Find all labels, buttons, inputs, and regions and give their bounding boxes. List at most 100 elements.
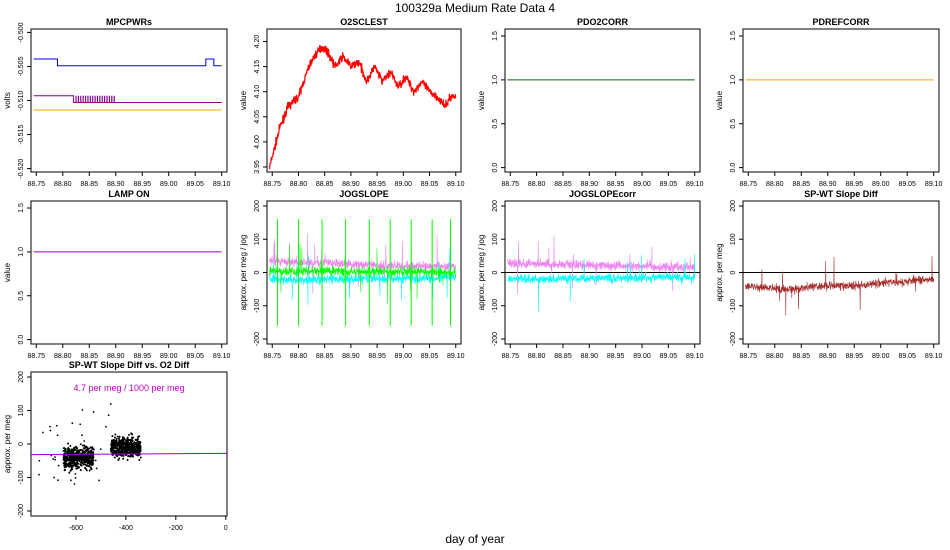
x-tick-label: 89.00 <box>160 181 178 188</box>
scatter-point <box>90 467 93 470</box>
scatter-point <box>134 443 137 446</box>
scatter-point <box>130 445 133 448</box>
scatter-point <box>124 450 127 453</box>
scatter-point <box>79 423 82 426</box>
x-tick-label: 88.95 <box>368 353 386 360</box>
scatter-point <box>131 449 134 452</box>
scatter-point <box>68 458 71 461</box>
scatter-point <box>89 455 92 458</box>
scatter-point <box>73 457 76 460</box>
y-tick-label: 1.5 <box>18 203 25 213</box>
x-tick-label: 89.10 <box>686 181 704 188</box>
y-tick-label: -0.500 <box>18 22 25 42</box>
panel-title: JOGSLOPEcorr <box>569 189 637 199</box>
scatter-point <box>122 443 125 446</box>
plot-area <box>269 219 457 326</box>
scatter-point <box>55 424 58 427</box>
scatter-point <box>117 443 120 446</box>
series-line-o2 <box>269 44 457 170</box>
y-tick-label: 100 <box>254 233 261 245</box>
x-tick-label: 89.05 <box>898 353 916 360</box>
page-title: 100329a Medium Rate Data 4 <box>395 1 555 15</box>
scatter-point <box>73 483 76 485</box>
y-tick-label: -200 <box>254 332 261 346</box>
y-tick-label: 1.0 <box>492 75 499 85</box>
x-tick-label: -400 <box>119 525 133 532</box>
scatter-point <box>56 434 59 437</box>
scatter-point <box>64 462 67 465</box>
y-tick-label: 0 <box>254 270 261 274</box>
plot-frame <box>30 200 228 345</box>
scatter-point <box>132 443 135 446</box>
y-tick-label: 200 <box>730 200 737 212</box>
panel-title: PDO2CORR <box>577 17 629 27</box>
scatter-point <box>131 433 134 436</box>
scatter-point <box>122 454 125 457</box>
x-tick-label: 89.05 <box>421 353 439 360</box>
y-axis-label: approx. per meg / jog <box>239 235 248 311</box>
scatter-point <box>91 463 94 466</box>
scatter-point <box>138 442 141 445</box>
scatter-point <box>119 450 122 453</box>
series-line-green <box>269 243 457 304</box>
x-tick-label: 89.10 <box>213 181 231 188</box>
plot-frame <box>266 28 462 173</box>
y-tick-label: 200 <box>18 371 25 383</box>
scatter-point <box>134 449 137 452</box>
scatter-point <box>53 476 56 479</box>
x-tick-label: 88.90 <box>107 181 125 188</box>
scatter-point <box>128 449 131 452</box>
scatter-point <box>139 450 142 453</box>
panel-title: PDREFCORR <box>812 17 870 27</box>
y-tick-label: -0.520 <box>18 159 25 179</box>
scatter-point <box>92 411 95 413</box>
plot-frame <box>742 28 940 173</box>
scatter-point <box>139 448 142 451</box>
y-tick-label: 4.10 <box>254 85 261 99</box>
y-axis-label: approx. per meg <box>3 415 12 473</box>
scatter-point <box>63 456 66 459</box>
scatter-point <box>111 435 114 438</box>
scatter-point <box>85 460 88 463</box>
scatter-point <box>124 448 127 451</box>
x-tick-label: 88.95 <box>607 353 625 360</box>
scatter-point <box>50 454 53 457</box>
scatter-point <box>91 460 94 463</box>
y-tick-label: 4.00 <box>254 135 261 149</box>
scatter-point <box>83 447 86 450</box>
y-tick-label: 100 <box>730 233 737 245</box>
panel-jogslope: JOGSLOPE approx. per meg / jog 88.75 88.80 8… <box>239 189 465 360</box>
y-tick-label: -200 <box>18 504 25 518</box>
x-tick-label: 88.80 <box>54 181 72 188</box>
scatter-point <box>109 450 112 452</box>
scatter-point <box>69 444 72 447</box>
scatter-point <box>74 449 77 452</box>
x-tick-label: 89.05 <box>898 181 916 188</box>
x-tick-label: 88.85 <box>81 181 99 188</box>
y-axis-label: approx. per meg <box>715 243 724 301</box>
x-tick-label: 88.95 <box>368 181 386 188</box>
scatter-point <box>135 446 138 449</box>
x-tick-label: 88.80 <box>54 353 72 360</box>
y-axis-label: volts <box>3 92 12 108</box>
scatter-point <box>114 446 117 449</box>
series-line-violet <box>507 235 695 294</box>
scatter-point <box>126 437 129 440</box>
scatter-point <box>72 451 75 454</box>
scatter-point <box>54 458 56 461</box>
y-tick-label: 200 <box>492 200 499 212</box>
scatter-point <box>118 445 121 448</box>
scatter-point <box>122 440 125 443</box>
scatter-point <box>109 403 112 405</box>
scatter-point <box>111 439 114 442</box>
y-tick-label: -0.515 <box>18 125 25 145</box>
scatter-point <box>85 464 88 467</box>
y-tick-label: 3.95 <box>254 160 261 174</box>
scatter-point <box>117 458 120 461</box>
scatter-point <box>113 451 116 454</box>
y-tick-label: 0.0 <box>730 163 737 173</box>
scatter-point <box>134 451 137 454</box>
scatter-point <box>75 445 78 448</box>
scatter-point <box>114 433 117 436</box>
